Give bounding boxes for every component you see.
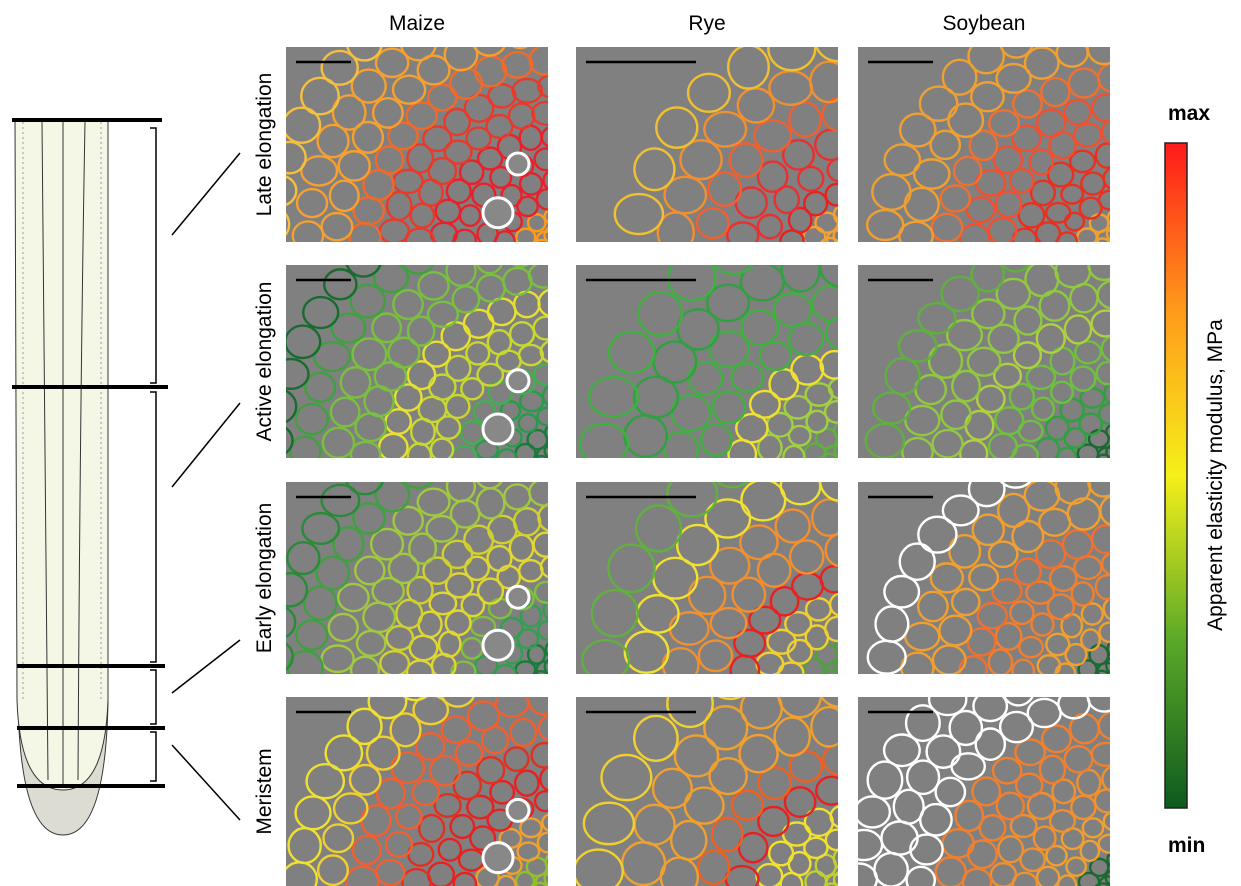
micrograph — [576, 265, 838, 458]
column-title: Maize — [389, 12, 445, 35]
micrograph — [858, 482, 1110, 674]
colorbar-min: min — [1168, 834, 1205, 857]
micrograph — [576, 697, 838, 886]
root-diagram — [12, 118, 241, 836]
colorbar-label: Apparent elasticity modulus, MPa — [1204, 319, 1227, 631]
column-title: Rye — [688, 12, 725, 35]
row-label: Late elongation — [253, 73, 276, 217]
micrograph — [858, 697, 1110, 886]
micrograph — [286, 482, 548, 674]
micrograph — [286, 265, 548, 458]
row-label: Meristem — [253, 748, 276, 834]
micrograph — [858, 265, 1110, 458]
micrograph — [286, 47, 548, 242]
colorbar-max: max — [1168, 102, 1210, 125]
row-label: Early elongation — [253, 503, 276, 654]
column-title: Soybean — [943, 12, 1026, 35]
micrograph — [286, 697, 548, 886]
micrograph — [576, 482, 838, 674]
row-label: Active elongation — [253, 282, 276, 442]
micrograph — [858, 47, 1110, 242]
colorbar: max min Apparent elasticity modulus, MPa — [1164, 102, 1227, 857]
micrograph — [576, 47, 838, 242]
